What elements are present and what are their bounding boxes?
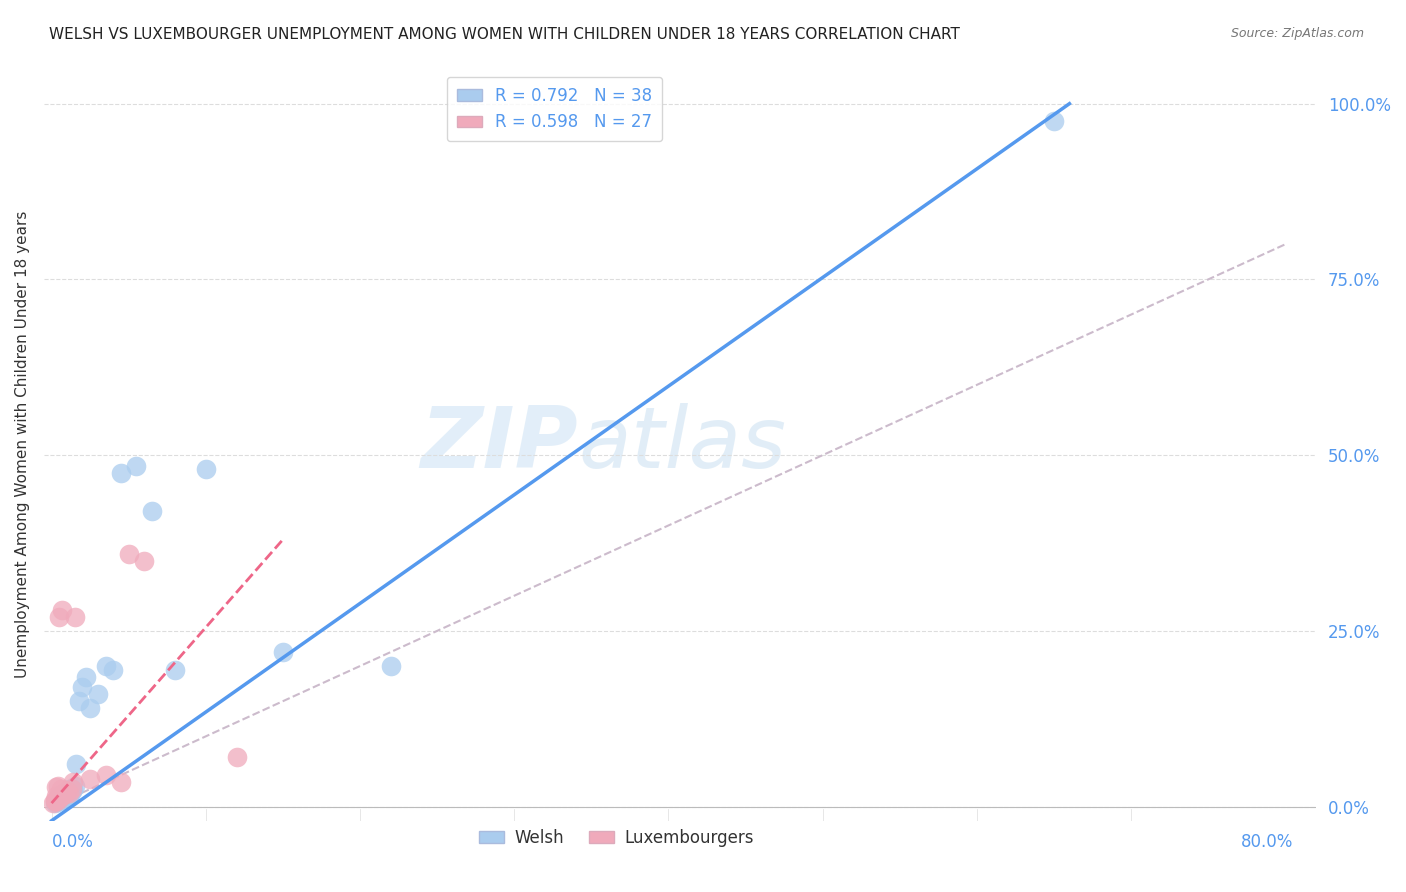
Point <box>65 757 87 772</box>
Point <box>51 791 73 805</box>
Point <box>62 782 84 797</box>
Point <box>45 794 67 808</box>
Point <box>46 792 69 806</box>
Point <box>94 768 117 782</box>
Point <box>48 791 70 805</box>
Point <box>134 553 156 567</box>
Point <box>79 772 101 786</box>
Point <box>72 680 94 694</box>
Point <box>60 782 83 797</box>
Point <box>44 796 66 810</box>
Point <box>103 663 125 677</box>
Point <box>56 784 79 798</box>
Point <box>44 792 66 806</box>
Point <box>58 789 80 803</box>
Point <box>45 780 67 794</box>
Text: Source: ZipAtlas.com: Source: ZipAtlas.com <box>1230 27 1364 40</box>
Point <box>55 789 77 803</box>
Point <box>56 784 79 798</box>
Point <box>48 790 70 805</box>
Point <box>49 789 72 803</box>
Point <box>45 789 67 803</box>
Point <box>55 787 77 801</box>
Point <box>46 791 69 805</box>
Point <box>125 458 148 473</box>
Point <box>63 779 86 793</box>
Point <box>67 694 90 708</box>
Point <box>48 610 70 624</box>
Point <box>55 786 77 800</box>
Point <box>225 750 247 764</box>
Point <box>52 787 75 801</box>
Point <box>46 779 69 793</box>
Point <box>56 789 79 804</box>
Legend: Welsh, Luxembourgers: Welsh, Luxembourgers <box>472 822 761 854</box>
Point <box>271 645 294 659</box>
Point <box>51 787 73 801</box>
Point <box>48 792 70 806</box>
Point <box>62 775 84 789</box>
Y-axis label: Unemployment Among Women with Children Under 18 years: Unemployment Among Women with Children U… <box>15 211 30 678</box>
Text: atlas: atlas <box>578 403 786 486</box>
Point <box>110 775 132 789</box>
Text: WELSH VS LUXEMBOURGER UNEMPLOYMENT AMONG WOMEN WITH CHILDREN UNDER 18 YEARS CORR: WELSH VS LUXEMBOURGER UNEMPLOYMENT AMONG… <box>49 27 960 42</box>
Point <box>51 789 73 803</box>
Point <box>49 792 72 806</box>
Point <box>46 794 69 808</box>
Point <box>141 504 163 518</box>
Point <box>1043 114 1066 128</box>
Point <box>44 794 66 808</box>
Text: ZIP: ZIP <box>420 403 578 486</box>
Point <box>194 462 217 476</box>
Point <box>52 790 75 805</box>
Point <box>75 669 97 683</box>
Point <box>52 786 75 800</box>
Point <box>79 701 101 715</box>
Point <box>49 789 72 803</box>
Point <box>60 784 83 798</box>
Point <box>163 663 186 677</box>
Point <box>380 659 402 673</box>
Point <box>45 795 67 809</box>
Point <box>87 687 110 701</box>
Point <box>63 610 86 624</box>
Point <box>94 659 117 673</box>
Point <box>58 786 80 800</box>
Point <box>59 787 82 801</box>
Point <box>51 603 73 617</box>
Text: 80.0%: 80.0% <box>1240 833 1294 851</box>
Point <box>49 782 72 797</box>
Point <box>118 547 141 561</box>
Text: 0.0%: 0.0% <box>52 833 93 851</box>
Point <box>110 466 132 480</box>
Point <box>42 796 65 810</box>
Point <box>58 782 80 797</box>
